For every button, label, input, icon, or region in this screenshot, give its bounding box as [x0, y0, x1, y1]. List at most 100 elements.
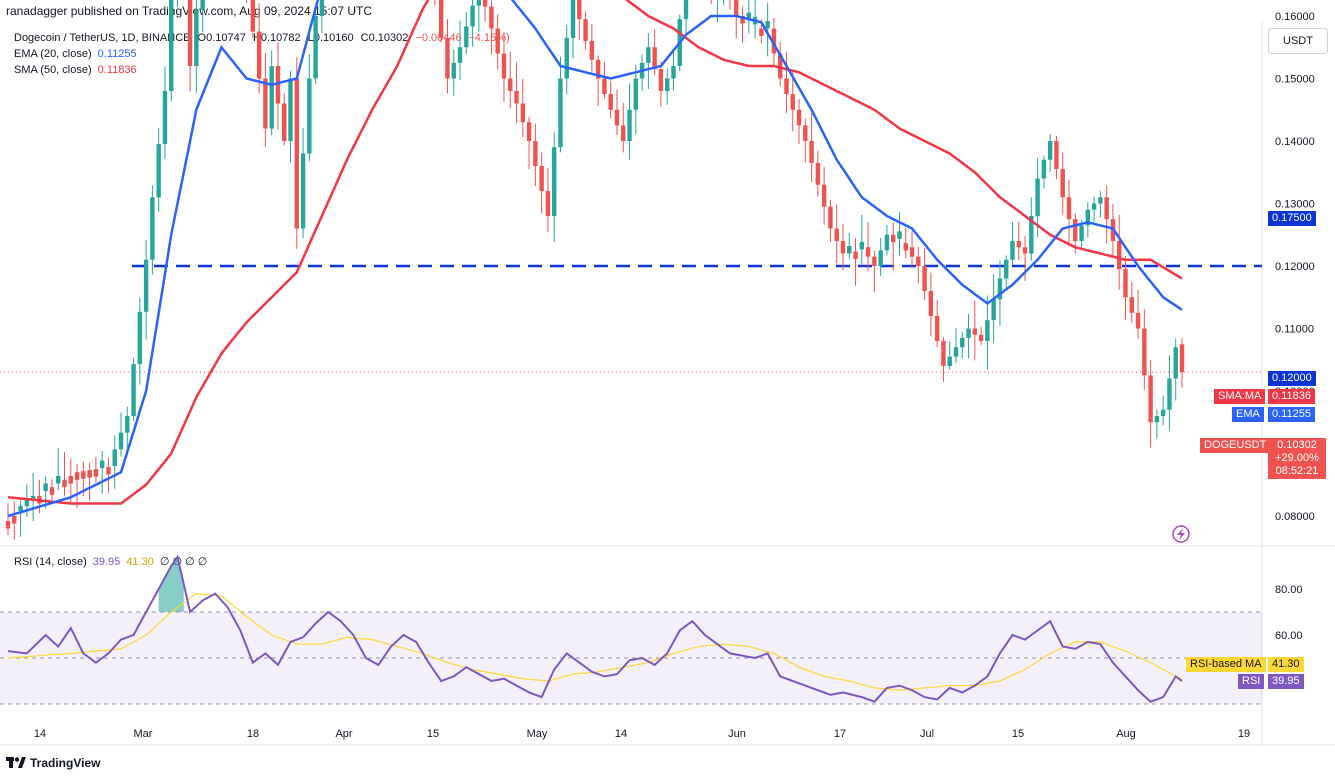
candle-body [93, 469, 99, 477]
candle-body [577, 0, 582, 20]
ema-legend[interactable]: EMA (20, close) 0.11255 [14, 48, 137, 60]
candle-body [5, 521, 11, 529]
candle-body [1129, 297, 1134, 313]
candle-body [137, 311, 143, 364]
candle-body [1154, 416, 1160, 423]
candle-body [1135, 312, 1141, 329]
candle-body [263, 78, 268, 129]
candle-body [275, 66, 281, 104]
candle-body [815, 162, 821, 185]
candle-body [809, 141, 814, 163]
candle-body [740, 16, 745, 24]
symbol-change: +29.00% [1275, 452, 1319, 464]
rsi-tick-label: 60.00 [1275, 630, 1303, 642]
tradingview-logo[interactable]: TradingView [6, 756, 100, 770]
candle-body [997, 278, 1003, 300]
candle-body [495, 28, 500, 54]
time-tick-label: 17 [834, 728, 846, 740]
sma-legend[interactable]: SMA (50, close) 0.11836 [14, 64, 137, 76]
candle-body [891, 234, 896, 243]
candle-body [256, 31, 262, 79]
candle-body [840, 241, 846, 254]
candle-body [12, 516, 17, 524]
candle-body [1073, 219, 1078, 241]
candle-body [533, 141, 538, 166]
candle-body [143, 259, 149, 312]
candle-body [1029, 216, 1034, 254]
symbol-title[interactable]: Dogecoin / TetherUS, 1D, BINANCE [14, 32, 191, 44]
close-value: C0.10302 [360, 32, 409, 44]
candle-body [539, 166, 544, 191]
candle-body [313, 16, 318, 79]
candle-body [464, 26, 469, 48]
candle-body [288, 78, 293, 141]
candle-body [1035, 178, 1040, 216]
candle-body [1016, 241, 1021, 248]
tradingview-brand: TradingView [30, 756, 101, 770]
candle-body [451, 62, 456, 79]
candle-body [294, 78, 299, 229]
rsi-ma-legend-value: 41.30 [126, 556, 154, 568]
candle-body [99, 460, 105, 469]
candle-body [646, 47, 651, 63]
candle-body [790, 94, 795, 110]
candle-body [131, 363, 136, 416]
candle-body [759, 28, 764, 36]
rsi-legend-value: 39.95 [92, 556, 121, 568]
candle-body [438, 0, 444, 38]
support-level-tag: 0.12000 [1268, 371, 1316, 386]
candle-body [972, 328, 978, 335]
sma-legend-value: 0.11836 [97, 64, 137, 76]
candle-body [884, 234, 890, 251]
candle-body [457, 47, 463, 63]
candle-body [734, 0, 739, 16]
candle-body [765, 21, 770, 29]
ohlc-legend: Dogecoin / TetherUS, 1D, BINANCE O0.1074… [14, 32, 510, 44]
currency-unit-button[interactable]: USDT [1268, 28, 1328, 54]
ema-value-tag: 0.11255 [1268, 407, 1315, 422]
rsi-line [7, 554, 1183, 703]
candle-body [1041, 159, 1047, 179]
candle-body [156, 144, 161, 198]
symbol-price: 0.10302 [1277, 439, 1317, 451]
candle-body [821, 184, 827, 207]
candle-body [1142, 328, 1147, 376]
candle-body [476, 0, 482, 6]
candle-body [1085, 209, 1091, 226]
candle-body [853, 251, 858, 259]
open-value: O0.10747 [197, 32, 246, 44]
candle-body [300, 153, 306, 229]
candle-body [112, 449, 117, 466]
candle-body [1010, 241, 1015, 260]
time-tick-label: Mar [134, 728, 153, 740]
ema-tag: EMA [1232, 407, 1264, 422]
candle-body [1117, 241, 1122, 270]
low-value: L0.10160 [307, 32, 354, 44]
symbol-tag: DOGEUSDT [1200, 438, 1271, 453]
candle-body [514, 91, 519, 104]
candle-body [966, 328, 971, 338]
time-tick-label: Jun [728, 728, 746, 740]
candle-body [621, 125, 626, 141]
candle-body [49, 487, 55, 495]
candle-body [589, 41, 595, 60]
sma-ma-tag: SMA:MA [1214, 389, 1266, 404]
time-tick-label: May [527, 728, 548, 740]
candle-body [501, 53, 507, 79]
candle-body [1179, 344, 1185, 373]
candle-body [872, 256, 877, 266]
price-tick-label: 0.14000 [1275, 136, 1315, 148]
candle-body [62, 479, 67, 488]
candle-body [803, 125, 808, 141]
candle-body [1022, 247, 1028, 254]
candle-body [187, 0, 193, 66]
candle-body [482, 0, 488, 7]
candle-body [859, 241, 865, 250]
candle-body [470, 5, 475, 27]
candle-body [614, 109, 620, 126]
candle-body [87, 470, 92, 478]
candle-body [583, 19, 588, 41]
candle-body [194, 9, 199, 66]
candle-body [81, 471, 86, 479]
